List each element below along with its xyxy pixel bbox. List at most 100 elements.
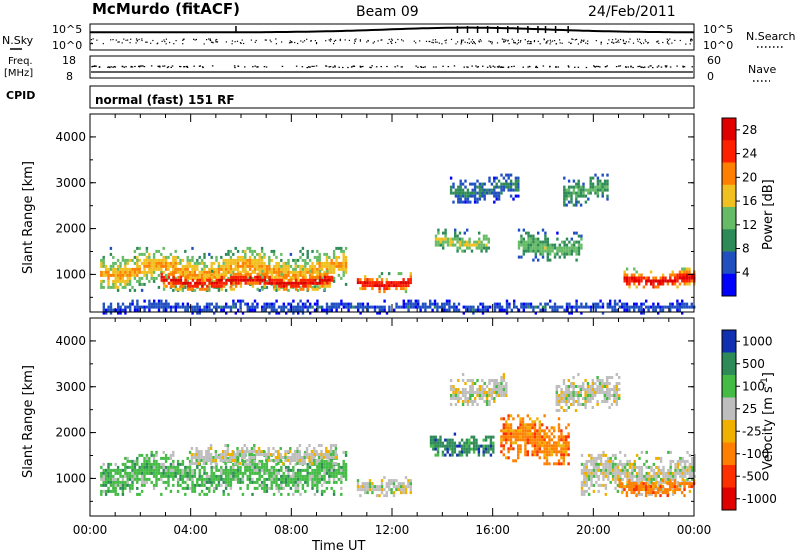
nsearch-point — [466, 42, 469, 44]
echo-cell — [477, 447, 481, 451]
echo-cell — [197, 450, 201, 453]
echo-cell — [260, 474, 264, 478]
echo-cell — [599, 299, 602, 303]
echo-cell — [586, 385, 590, 388]
echo-cell — [630, 279, 634, 283]
echo-cell — [560, 450, 563, 454]
echo-cell — [565, 203, 568, 207]
echo-cell — [404, 491, 408, 495]
echo-cell — [292, 468, 295, 472]
echo-cell — [524, 435, 527, 439]
echo-cell — [260, 486, 264, 490]
echo-cell — [340, 465, 343, 469]
echo-cell — [349, 305, 353, 309]
echo-cell — [287, 474, 290, 478]
freq-point — [167, 66, 170, 68]
echo-cell — [400, 284, 403, 288]
echo-cell — [661, 276, 665, 280]
echo-cell — [592, 465, 596, 469]
echo-cell — [318, 462, 321, 466]
echo-cell — [124, 282, 127, 286]
nsearch-point — [656, 41, 658, 43]
echo-cell — [488, 179, 491, 183]
echo-cell — [109, 308, 113, 312]
echo-cell — [152, 453, 156, 457]
echo-cell — [102, 483, 105, 487]
echo-cell — [521, 417, 525, 421]
freq-point — [644, 66, 646, 68]
echo-cell — [599, 483, 603, 487]
echo-cell — [181, 459, 185, 463]
nsearch-point — [208, 38, 210, 40]
echo-cell — [582, 182, 585, 186]
echo-cell — [306, 284, 310, 288]
echo-cell — [546, 237, 549, 241]
nsearch-point — [243, 42, 245, 45]
echo-cell — [371, 284, 374, 288]
nsearch-point — [554, 40, 556, 42]
nsearch-point — [288, 42, 291, 44]
echo-cell — [162, 258, 165, 262]
echo-cell — [140, 270, 144, 274]
echo-cell — [590, 468, 593, 472]
echo-cell — [461, 243, 464, 247]
echo-cell — [683, 273, 686, 277]
echo-cell — [347, 308, 350, 312]
echo-cell — [181, 288, 185, 292]
echo-cell — [404, 290, 408, 294]
echo-cell — [104, 477, 108, 481]
echo-cell — [461, 400, 465, 403]
echo-cell — [238, 450, 242, 453]
echo-cell — [280, 468, 283, 472]
echo-cell — [208, 477, 211, 481]
echo-cell — [119, 305, 122, 309]
echo-cell — [229, 273, 233, 277]
nsearch-point — [90, 39, 92, 41]
echo-cell — [148, 462, 151, 466]
echo-cell — [308, 444, 311, 447]
echo-cell — [254, 275, 257, 279]
echo-cell — [287, 258, 290, 262]
echo-cell — [194, 281, 197, 285]
echo-cell — [328, 465, 331, 469]
echo-cell — [152, 261, 156, 265]
echo-cell — [280, 284, 283, 288]
echo-cell — [227, 258, 230, 262]
echo-cell — [604, 486, 608, 490]
echo-cell — [565, 388, 568, 391]
echo-cell — [116, 267, 120, 271]
echo-cell — [623, 273, 626, 277]
echo-cell — [509, 432, 513, 436]
nsearch-point — [644, 39, 646, 41]
echo-cell — [143, 480, 146, 484]
echo-cell — [208, 486, 211, 490]
echo-cell — [145, 477, 149, 481]
echo-cell — [452, 385, 455, 388]
echo-cell — [107, 276, 110, 280]
echo-cell — [497, 388, 501, 391]
echo-cell — [452, 185, 455, 189]
echo-cell — [157, 285, 161, 289]
nsearch-point — [216, 41, 218, 43]
echo-cell — [150, 273, 153, 277]
echo-cell — [577, 252, 581, 256]
echo-cell — [446, 243, 450, 247]
echo-cell — [221, 456, 225, 459]
echo-cell — [287, 288, 290, 292]
echo-cell — [265, 305, 269, 309]
echo-cell — [606, 385, 609, 388]
echo-cell — [524, 444, 527, 448]
echo-cell — [241, 450, 244, 453]
echo-cell — [328, 267, 331, 271]
echo-cell — [157, 302, 161, 306]
echo-cell — [109, 480, 113, 484]
echo-cell — [263, 267, 266, 271]
echo-cell — [208, 267, 211, 271]
echo-cell — [152, 264, 156, 268]
echo-cell — [631, 477, 634, 481]
echo-cell — [293, 450, 297, 453]
echo-cell — [509, 429, 513, 433]
echo-cell — [395, 479, 398, 483]
echo-cell — [602, 465, 605, 469]
echo-cell — [335, 261, 338, 265]
